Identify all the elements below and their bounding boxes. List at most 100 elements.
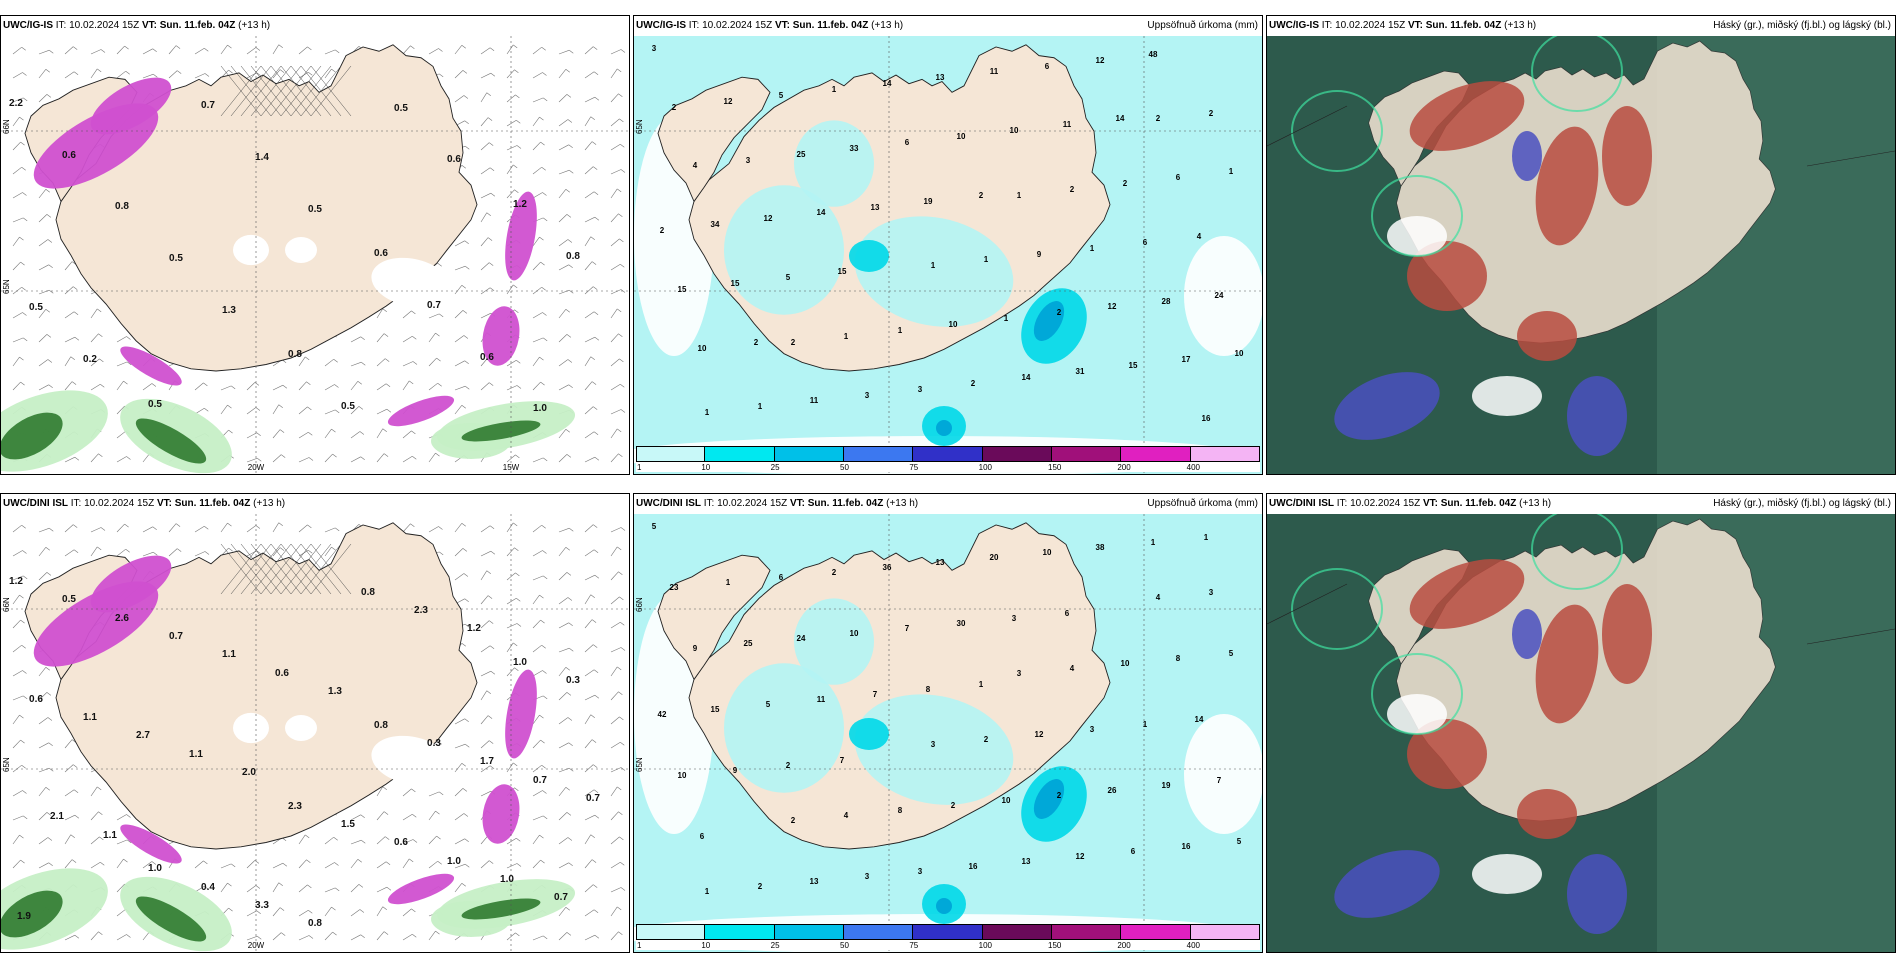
wind-barb bbox=[610, 666, 618, 677]
wind-barb-flag bbox=[19, 236, 24, 241]
wind-barb bbox=[584, 549, 595, 557]
lat-label: 66N bbox=[635, 597, 644, 612]
wind-barb-flag bbox=[23, 695, 28, 700]
wind-barb-flag bbox=[23, 337, 28, 342]
wind-barb bbox=[376, 906, 384, 917]
wind-barb bbox=[64, 934, 76, 941]
precip-value-label: 0.7 bbox=[533, 775, 547, 786]
wind-barb-flag bbox=[539, 714, 544, 719]
wind-barb-flag bbox=[333, 836, 338, 841]
wind-barb bbox=[506, 44, 514, 55]
precip-value-label: 0.8 bbox=[288, 349, 302, 360]
precip-value-label: 1.5 bbox=[341, 819, 355, 830]
wind-barb bbox=[402, 335, 413, 343]
wind-barb-flag bbox=[462, 788, 468, 792]
wind-barb-flag bbox=[412, 455, 417, 460]
wind-barb bbox=[64, 456, 76, 463]
precip-value-label: 2 bbox=[791, 816, 796, 825]
wind-barb-flag bbox=[439, 791, 444, 796]
wind-barb-flag bbox=[593, 286, 598, 290]
wind-barb-flag bbox=[45, 309, 50, 313]
wind-barb-flag bbox=[227, 44, 232, 49]
wind-barb-flag bbox=[71, 859, 77, 863]
wind-barb bbox=[298, 46, 308, 55]
wind-barb bbox=[532, 72, 543, 79]
precip-value-label: 9 bbox=[733, 766, 738, 775]
snow-area bbox=[120, 346, 182, 386]
wind-barb-flag bbox=[99, 836, 104, 841]
wind-barb bbox=[194, 382, 204, 391]
mid-cloud-area bbox=[1602, 106, 1652, 206]
wind-barb-flag bbox=[307, 884, 312, 889]
wind-barb bbox=[324, 428, 332, 439]
wind-barb-flag bbox=[487, 595, 493, 599]
wind-barb bbox=[12, 312, 23, 319]
wind-barb-flag bbox=[204, 73, 210, 77]
precip-value-label: 0.3 bbox=[427, 738, 441, 749]
precip-value-label: 2 bbox=[786, 761, 791, 770]
wind-barb-flag bbox=[98, 453, 103, 458]
precip-value-label: 15 bbox=[838, 267, 847, 276]
precip-value-label: 42 bbox=[658, 710, 667, 719]
precip-value-label: 1.2 bbox=[9, 576, 23, 587]
wind-barb bbox=[350, 859, 359, 869]
wind-barb bbox=[506, 642, 514, 653]
wind-barb-flag bbox=[619, 358, 624, 363]
wind-barb bbox=[38, 189, 47, 199]
wind-barb bbox=[584, 669, 595, 677]
mid-cloud-area bbox=[1517, 311, 1577, 361]
wind-barb bbox=[376, 811, 385, 821]
wind-barb bbox=[584, 694, 596, 701]
wind-barb-flag bbox=[542, 312, 547, 316]
precip-value-label: 2 bbox=[754, 338, 759, 347]
wind-barb-flag bbox=[593, 549, 599, 554]
snow-area bbox=[482, 784, 520, 844]
wind-barb bbox=[402, 523, 411, 533]
wind-barb bbox=[480, 142, 490, 151]
precip-value-label: 1 bbox=[832, 85, 837, 94]
wind-barb bbox=[402, 430, 412, 439]
wind-barb bbox=[12, 217, 24, 223]
wind-barb-flag bbox=[617, 188, 622, 193]
precip-value-label: 3 bbox=[865, 872, 870, 881]
colorbar-swatch bbox=[1121, 446, 1191, 462]
precip-value-label: 1.1 bbox=[189, 749, 203, 760]
wind-barb-flag bbox=[590, 834, 595, 838]
wind-barb bbox=[324, 49, 336, 55]
wind-barb-flag bbox=[123, 858, 128, 863]
wind-barb bbox=[298, 909, 309, 917]
wind-barb-flag bbox=[385, 861, 391, 866]
cloud-edge-contour bbox=[1371, 175, 1463, 257]
wind-barb-flag bbox=[619, 716, 624, 721]
wind-barb bbox=[402, 45, 411, 55]
wind-barb bbox=[610, 289, 622, 295]
wind-barb-flag bbox=[49, 49, 54, 54]
wind-barb bbox=[558, 812, 568, 821]
wind-barb bbox=[64, 381, 73, 391]
wind-barb bbox=[12, 381, 21, 391]
mid-cloud-area bbox=[1407, 719, 1487, 789]
wind-barb bbox=[12, 236, 20, 247]
wind-barb bbox=[142, 73, 154, 79]
wind-barb-flag bbox=[620, 169, 626, 173]
wind-barb-flag bbox=[73, 71, 79, 76]
wind-barb-flag bbox=[593, 644, 598, 648]
precip-value-label: 6 bbox=[1143, 238, 1148, 247]
wind-barb bbox=[376, 358, 386, 367]
wind-barb-flag bbox=[514, 667, 519, 672]
wind-barb bbox=[246, 525, 257, 533]
wind-barb bbox=[64, 336, 76, 343]
wind-barb-flag bbox=[127, 361, 132, 366]
wind-barb-flag bbox=[47, 717, 53, 721]
wind-barb-flag bbox=[618, 931, 623, 936]
wind-barb bbox=[480, 570, 488, 581]
wind-barb-flag bbox=[228, 69, 233, 74]
precip-value-label: 0.7 bbox=[586, 793, 600, 804]
wind-barb-flag bbox=[487, 715, 493, 719]
precip-value-label: 2.6 bbox=[115, 613, 129, 624]
wind-barb-flag bbox=[410, 523, 415, 528]
land-precip bbox=[854, 216, 1014, 327]
wind-barb bbox=[402, 380, 410, 391]
wind-barb bbox=[584, 336, 596, 343]
wind-barb-flag bbox=[334, 384, 339, 388]
